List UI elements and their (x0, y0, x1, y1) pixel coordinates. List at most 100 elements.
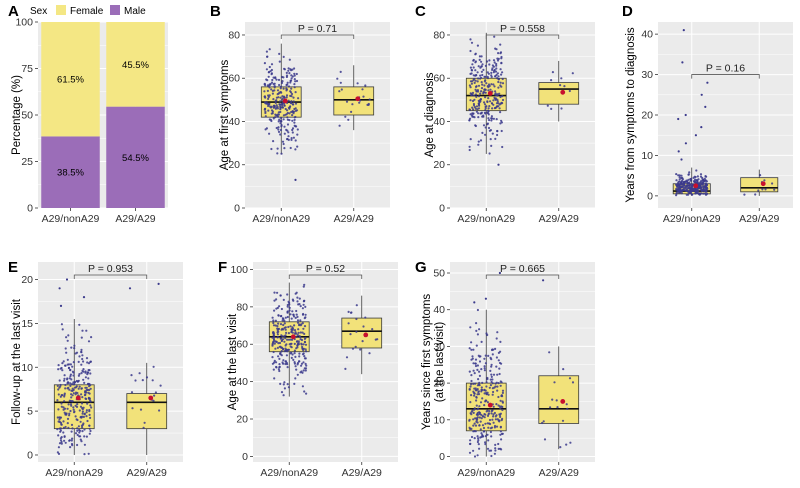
data-point (490, 358, 493, 361)
data-point (282, 383, 285, 386)
data-point (87, 377, 90, 380)
significance-bracket: P = 0.558 (485, 23, 560, 39)
data-point (89, 416, 92, 419)
data-point (276, 147, 279, 150)
data-point (477, 99, 480, 102)
data-point (285, 94, 289, 97)
data-point (479, 66, 482, 69)
data-point (697, 178, 700, 181)
data-point (88, 432, 91, 435)
data-point (498, 92, 501, 95)
data-point (272, 321, 275, 325)
data-point (356, 82, 359, 85)
data-point (276, 346, 279, 349)
data-point (494, 418, 497, 421)
data-point (687, 173, 690, 176)
data-point (476, 393, 479, 396)
data-point (487, 97, 490, 100)
data-point (492, 83, 495, 86)
bracket-line (73, 274, 148, 279)
data-point (541, 421, 544, 425)
data-point (287, 67, 290, 70)
data-point (296, 296, 299, 299)
data-point (283, 381, 286, 384)
data-point (496, 98, 499, 101)
data-point (84, 371, 87, 374)
data-point (489, 384, 492, 387)
data-point (500, 73, 503, 76)
data-point (274, 347, 277, 350)
data-point (277, 92, 280, 95)
data-point (499, 68, 502, 71)
data-point (470, 394, 473, 397)
data-point (288, 306, 291, 309)
data-point (477, 140, 480, 143)
data-point (130, 391, 134, 394)
data-point (285, 71, 288, 74)
data-point (287, 69, 290, 72)
data-point (305, 350, 308, 353)
data-point (81, 410, 84, 413)
data-point (705, 180, 709, 183)
data-point (484, 126, 487, 129)
data-point (497, 75, 500, 78)
data-point (272, 98, 275, 101)
data-point (273, 104, 276, 107)
data-point (285, 74, 289, 77)
data-point (74, 391, 78, 394)
data-point (471, 63, 474, 66)
data-point (349, 333, 352, 336)
y-tick-label: 60 (236, 339, 248, 351)
data-point (694, 175, 697, 179)
data-point (294, 148, 297, 151)
data-point (473, 116, 476, 119)
panel-a: 0 25 50 75 100 A29/nonA29 A29/A29 A Percentage (… (8, 3, 168, 225)
data-point (282, 142, 285, 146)
data-point (474, 364, 478, 368)
data-point (493, 424, 497, 428)
data-point (82, 378, 85, 381)
data-point (81, 369, 84, 372)
data-point (492, 421, 495, 424)
data-point (71, 365, 74, 368)
data-point (472, 102, 475, 106)
data-point (491, 387, 494, 390)
bar-female (41, 22, 100, 137)
data-point (477, 390, 480, 393)
data-point (270, 147, 273, 151)
data-point (677, 174, 680, 177)
data-point (89, 404, 92, 407)
y-tick-label: 30 (433, 341, 445, 353)
y-tick-label: 60 (228, 73, 240, 85)
data-point (288, 303, 291, 306)
data-point (496, 331, 499, 334)
data-point (291, 114, 294, 117)
data-point (80, 424, 84, 427)
data-point (542, 420, 545, 423)
data-point (479, 74, 482, 77)
data-point (278, 103, 282, 106)
data-point (347, 322, 350, 325)
data-point (560, 107, 563, 110)
y-tick-label: 75 (21, 63, 33, 75)
data-point (492, 65, 495, 68)
data-point (272, 368, 275, 371)
data-point (275, 96, 278, 99)
data-point (279, 382, 282, 385)
data-point (279, 90, 282, 94)
data-point (477, 407, 480, 410)
data-point (476, 44, 479, 47)
data-point (273, 299, 276, 302)
bracket-line (485, 34, 560, 39)
data-point (474, 382, 477, 385)
y-axis-title-line: Years since first symptoms (421, 294, 433, 431)
data-point (339, 70, 342, 73)
data-point (490, 363, 493, 366)
data-point (486, 378, 489, 381)
data-point (471, 355, 474, 358)
data-point (267, 109, 270, 112)
data-point (487, 439, 490, 442)
y-tick-label: 100 (230, 264, 248, 276)
data-point (496, 57, 499, 60)
y-tick-label: 5 (27, 406, 33, 418)
